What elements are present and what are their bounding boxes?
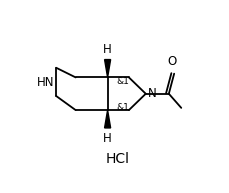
Text: HCl: HCl [105,152,129,166]
Text: O: O [168,55,177,68]
Text: &1: &1 [116,103,129,112]
Text: HN: HN [37,76,54,89]
Text: &1: &1 [116,77,129,86]
Polygon shape [105,110,111,128]
Text: H: H [103,43,112,56]
Polygon shape [105,60,111,77]
Text: H: H [103,132,112,145]
Text: N: N [148,87,156,100]
